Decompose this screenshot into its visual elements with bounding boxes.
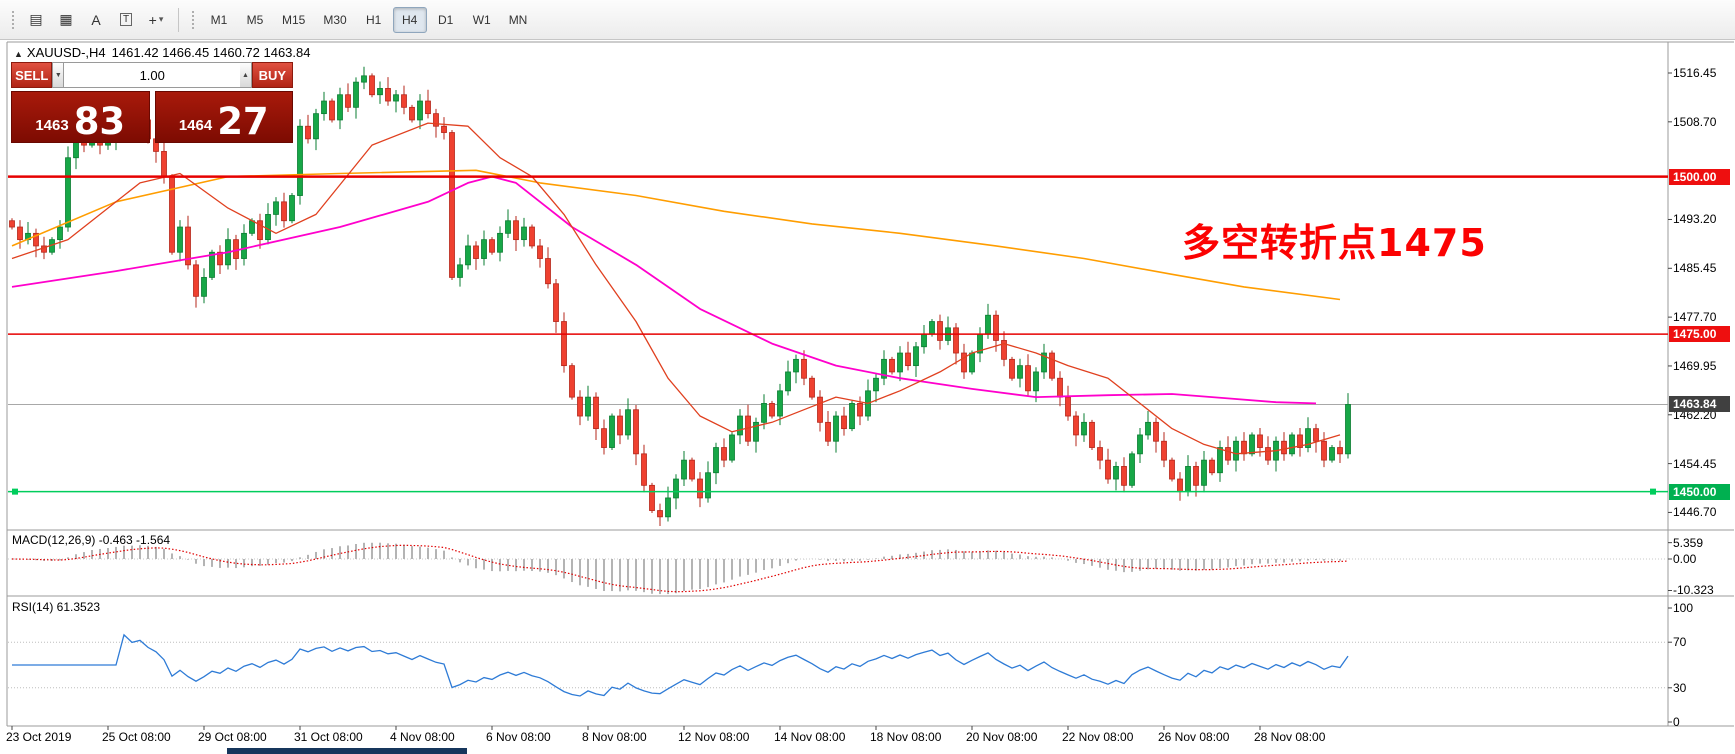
buy-price-major: 1464 xyxy=(178,117,213,134)
time-axis-label: 26 Nov 08:00 xyxy=(1158,730,1230,744)
volume-input[interactable] xyxy=(64,62,241,88)
buy-price-tile[interactable]: 1464 27 xyxy=(154,91,293,143)
price-tag: 1500.00 xyxy=(1669,168,1730,185)
sell-price-tile[interactable]: 1463 83 xyxy=(11,91,150,143)
volume-increase-button[interactable]: ▲ xyxy=(240,62,252,88)
text-tool-icon[interactable]: A xyxy=(91,11,101,28)
price-axis-label: 1477.70 xyxy=(1673,310,1717,325)
rsi-indicator-label: RSI(14) 61.3523 xyxy=(12,600,101,614)
time-axis-label: 25 Oct 08:00 xyxy=(102,730,171,744)
macd-axis-label: -10.323 xyxy=(1673,583,1714,598)
price-axis-label: 1469.95 xyxy=(1673,358,1717,373)
price-axis-label: 1454.45 xyxy=(1673,456,1717,471)
timeframe-group: M1 M5 M15 M30 H1 H4 D1 W1 MN xyxy=(201,6,536,33)
macd-axis-label: 5.359 xyxy=(1673,535,1704,550)
timeframe-button-d1[interactable]: D1 xyxy=(438,12,454,27)
collapse-icon[interactable]: ▲ xyxy=(14,49,23,59)
rsi-axis-label: 0 xyxy=(1673,715,1680,729)
timeframe-button-mn[interactable]: MN xyxy=(508,12,528,27)
timeframe-button-h4[interactable]: H4 xyxy=(392,6,427,33)
timeframe-button-m15[interactable]: M15 xyxy=(282,12,306,27)
time-axis-label: 20 Nov 08:00 xyxy=(966,730,1038,744)
timeframe-button-m5[interactable]: M5 xyxy=(246,12,264,27)
time-axis-label: 22 Nov 08:00 xyxy=(1062,730,1134,744)
toolbar-grip[interactable] xyxy=(11,9,16,30)
tool-icon-group: ▤ ▦ A T + ▾ xyxy=(21,6,171,34)
rsi-axis-label: 70 xyxy=(1673,635,1687,650)
timeframe-button-h1[interactable]: H1 xyxy=(366,12,382,27)
dropdown-caret-icon: ▾ xyxy=(158,14,164,24)
chart-type-icon[interactable]: ▤ xyxy=(29,11,43,27)
macd-axis-label: 0.00 xyxy=(1673,552,1697,566)
price-tag: 1463.84 xyxy=(1669,396,1730,413)
buy-button[interactable]: BUY xyxy=(251,62,294,88)
rsi-axis-label: 100 xyxy=(1673,601,1694,615)
time-axis-label: 12 Nov 08:00 xyxy=(678,730,750,744)
rsi-axis-label: 30 xyxy=(1673,680,1687,695)
symbol-label: XAUUSD-,H4 xyxy=(26,45,106,60)
toolbar-separator xyxy=(178,7,179,32)
background-window-fragment xyxy=(227,748,467,754)
volume-decrease-button[interactable]: ▼ xyxy=(52,62,65,88)
time-axis-label: 6 Nov 08:00 xyxy=(486,730,551,744)
timeframe-button-w1[interactable]: W1 xyxy=(472,12,491,27)
time-axis-label: 23 Oct 2019 xyxy=(6,730,72,744)
symbol-header: ▲ XAUUSD-,H4 1461.42 1466.45 1460.72 1463.… xyxy=(14,45,316,60)
time-axis-label: 28 Nov 08:00 xyxy=(1254,730,1326,744)
price-tag: 1475.00 xyxy=(1669,326,1730,343)
grid-icon[interactable]: ▦ xyxy=(59,11,73,27)
time-axis-label: 31 Oct 08:00 xyxy=(294,730,363,744)
price-axis-label: 1446.70 xyxy=(1673,505,1717,520)
macd-indicator-label: MACD(12,26,9) -0.463 -1.564 xyxy=(12,533,171,547)
sell-price-major: 1463 xyxy=(35,117,69,134)
buy-price-pips: 27 xyxy=(217,100,269,143)
timeframe-button-m30[interactable]: M30 xyxy=(323,12,347,27)
time-axis-label: 29 Oct 08:00 xyxy=(198,730,267,744)
crosshair-tool-icon[interactable]: + ▾ xyxy=(148,11,164,28)
price-axis-label: 1493.20 xyxy=(1673,212,1717,227)
price-axis-label: 1508.70 xyxy=(1673,114,1717,129)
time-axis-label: 8 Nov 08:00 xyxy=(582,730,647,744)
price-axis-label: 1516.45 xyxy=(1673,66,1717,80)
top-toolbar: ▤ ▦ A T + ▾ M1 M5 M15 M30 H1 H4 D1 W1 MN xyxy=(0,0,1735,40)
price-axis-label: 1462.20 xyxy=(1673,407,1717,422)
time-axis-label: 18 Nov 08:00 xyxy=(870,730,942,744)
ohlc-values: 1461.42 1466.45 1460.72 1463.84 xyxy=(111,45,311,60)
price-axis-label: 1485.45 xyxy=(1673,261,1717,276)
chart-annotation: 多空转折点1475 xyxy=(1182,221,1487,265)
time-axis-label: 4 Nov 08:00 xyxy=(390,730,455,744)
trade-price-tiles: 1463 83 1464 27 xyxy=(11,91,293,143)
price-tag: 1450.00 xyxy=(1669,483,1730,500)
one-click-trade-panel: SELL ▼ ▲ BUY 1463 83 1464 27 xyxy=(11,62,294,143)
time-axis-label: 14 Nov 08:00 xyxy=(774,730,846,744)
sell-button[interactable]: SELL xyxy=(11,62,53,88)
timeframe-toolbar-grip[interactable] xyxy=(191,9,196,30)
sell-price-pips: 83 xyxy=(73,100,126,143)
trade-controls-row: SELL ▼ ▲ BUY xyxy=(11,62,294,88)
label-tool-icon[interactable]: T xyxy=(112,6,140,34)
timeframe-button-m1[interactable]: M1 xyxy=(210,12,228,27)
